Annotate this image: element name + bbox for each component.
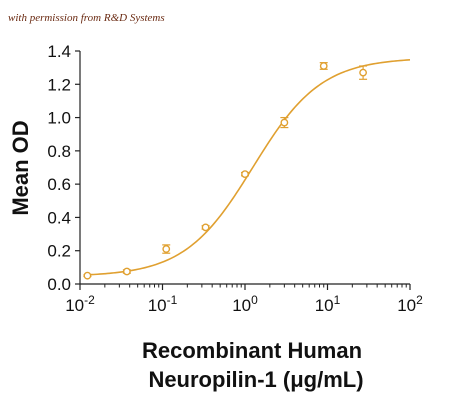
x-axis-title-line2: Neuropilin-1 (μg/mL) (148, 367, 363, 392)
plot-area: 0.00.20.40.60.81.01.21.4 10-2 10-1 100 101 1… (47, 42, 423, 315)
y-tick-label: 0.8 (47, 142, 71, 161)
data-points (83, 62, 368, 280)
point-marker (359, 68, 367, 77)
y-axis-title: Mean OD (8, 120, 33, 215)
data-point (201, 223, 210, 232)
y-tick-label: 0.4 (47, 208, 71, 227)
x-tick-label: 101 (315, 293, 341, 315)
y-axis-ticks: 0.0 0.2 0.4 0.6 0.8 1.0 1.2 1.4 (47, 42, 80, 294)
data-point (162, 244, 171, 254)
data-point (83, 271, 92, 280)
data-point (280, 116, 289, 129)
y-tick-label: 1.4 (47, 42, 71, 61)
point-marker (319, 62, 328, 70)
point-marker (241, 170, 249, 179)
x-tick-label: 10-1 (148, 293, 178, 315)
y-tick-label: 0.2 (47, 242, 71, 261)
y-tick-label: 0.6 (47, 175, 71, 194)
data-point (241, 170, 249, 179)
x-axis-title-line1: Recombinant Human (142, 338, 362, 363)
point-marker (83, 271, 92, 280)
y-tick-label: 0.0 (47, 275, 71, 294)
data-point (319, 62, 328, 70)
x-tick-label: 102 (397, 293, 423, 315)
y-tick-label: 1.2 (47, 75, 71, 94)
point-marker (162, 245, 171, 253)
fit-curve-line (87, 59, 411, 276)
point-marker (201, 223, 210, 232)
data-point (359, 65, 368, 80)
watermark-text: with permission from R&D Systems (8, 12, 165, 24)
x-axis-ticks: 10-2 10-1 100 101 102 (65, 284, 423, 315)
x-tick-label: 10-2 (65, 293, 95, 315)
data-point (122, 267, 131, 276)
y-tick-label: 1.0 (47, 109, 71, 128)
point-marker (280, 118, 289, 127)
point-marker (122, 267, 131, 276)
x-tick-label: 100 (232, 293, 258, 315)
